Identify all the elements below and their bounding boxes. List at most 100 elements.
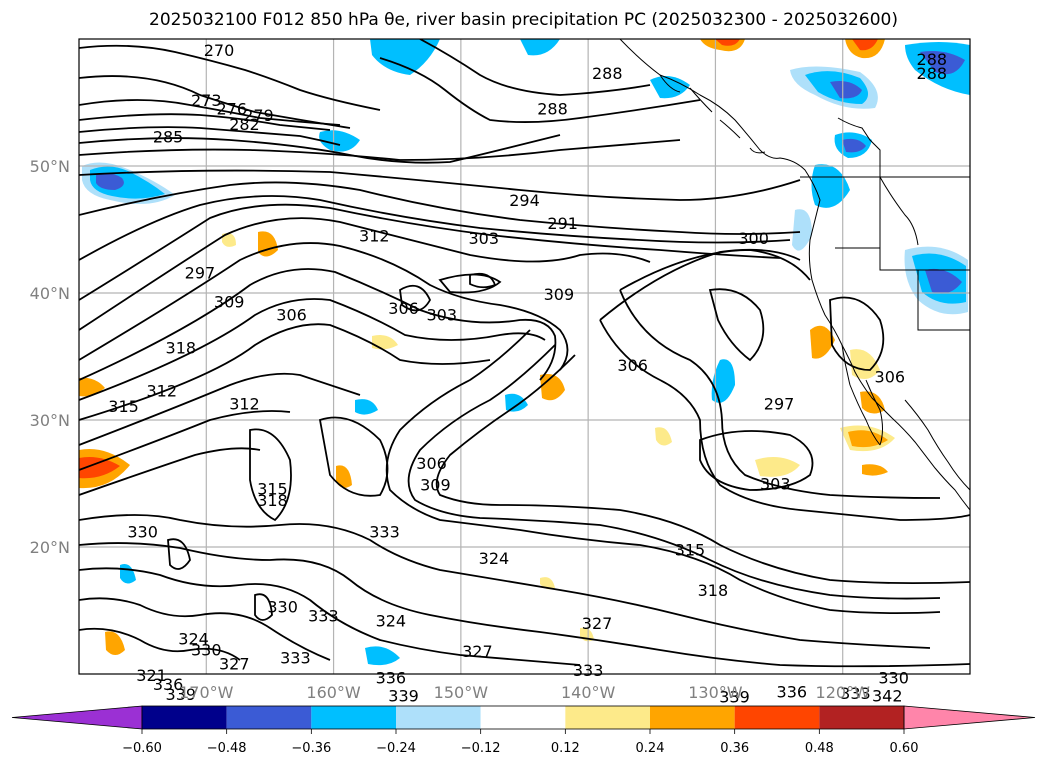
contour-label: 306	[416, 454, 447, 473]
latitude-labels: 50°N 40°N 30°N 20°N	[30, 157, 70, 557]
contour-line	[167, 538, 191, 570]
colorbar-tick-label: −0.12	[461, 741, 501, 756]
contour-line	[79, 44, 381, 111]
contour-label: 336	[777, 683, 808, 702]
longitude-labels: 170°W 160°W 150°W 140°W 130°W 120°W	[179, 683, 870, 702]
shade-cyan-mid-3	[355, 399, 378, 415]
contour-label: 270	[204, 41, 235, 60]
contour-label: 312	[146, 382, 177, 401]
shade-blue-ne	[920, 51, 965, 75]
theta-e-contours	[79, 39, 970, 668]
shade-orange-260-236	[258, 231, 278, 257]
map-title: 2025032100 F012 850 hPa θe, river basin …	[149, 10, 898, 30]
lon-label: 130°W	[688, 683, 743, 702]
contour-label: 309	[420, 476, 451, 495]
contour-label: 342	[872, 686, 903, 705]
contour-label: 318	[698, 581, 729, 600]
colorbar	[11, 705, 1036, 730]
colorbar-segment	[142, 706, 227, 729]
shade-blue-dark-west-50n	[96, 173, 124, 190]
colorbar-extend-min	[11, 705, 143, 730]
contour-label: 330	[191, 641, 222, 660]
colorbar-segment	[650, 706, 735, 729]
contour-label: 330	[127, 523, 158, 542]
shade-orange-bottom-l	[105, 631, 125, 655]
shade-blue-wa	[842, 138, 866, 153]
contour-label: 306	[875, 368, 906, 387]
contour-line	[79, 298, 546, 401]
shade-orange-336	[336, 465, 352, 488]
contour-label: 324	[479, 549, 510, 568]
shade-orange-mid	[540, 374, 565, 401]
colorbar-segment	[396, 706, 481, 729]
shade-yellow-220	[222, 233, 236, 247]
contour-label: 279	[243, 106, 274, 125]
contour-line	[435, 354, 970, 585]
mexico-coast	[904, 399, 970, 491]
lat-label: 30°N	[30, 411, 70, 430]
contour-label: 339	[719, 688, 750, 707]
canada-coast	[659, 74, 766, 154]
contour-line	[385, 329, 941, 615]
contour-line	[79, 597, 331, 661]
lat-label: 40°N	[30, 284, 70, 303]
contour-label: 303	[426, 305, 457, 324]
contour-labels: 2702732762792822852882882882882912942972…	[108, 41, 947, 706]
baja-peninsula	[841, 344, 883, 446]
contour-line	[79, 242, 569, 371]
contour-label: 327	[582, 614, 613, 633]
contour-label: 273	[191, 91, 222, 110]
contour-line	[708, 288, 765, 362]
contour-line	[699, 430, 814, 491]
contour-label: 306	[388, 299, 419, 318]
shade-red-alaska	[715, 39, 740, 46]
contour-label: 300	[738, 229, 769, 248]
contour-line	[438, 273, 502, 294]
colorbar-segment	[819, 706, 904, 729]
colorbar-segment	[226, 706, 312, 729]
contour-label: 327	[462, 642, 493, 661]
contour-label: 288	[592, 64, 623, 83]
contour-label: 333	[280, 648, 311, 667]
contour-label: 321	[136, 666, 167, 685]
contour-label: 309	[544, 285, 575, 304]
contour-line	[79, 203, 781, 301]
contour-label: 318	[166, 338, 197, 357]
colorbar-tick-label: −0.36	[291, 741, 331, 756]
contour-line	[79, 372, 361, 446]
shade-yellow-303	[755, 456, 800, 477]
colorbar-tick-label: −0.60	[122, 741, 162, 756]
colorbar-tick-label: 0.12	[551, 741, 580, 756]
contour-label: 324	[178, 629, 209, 648]
lon-label: 160°W	[306, 683, 361, 702]
lon-label: 170°W	[179, 683, 234, 702]
shade-yellow-mid	[655, 427, 672, 446]
shade-cyan-mid-1	[711, 359, 735, 403]
colorbar-tick-label: −0.24	[376, 741, 416, 756]
colorbar-outline	[141, 705, 905, 730]
contour-line	[79, 169, 801, 201]
contour-label: 336	[153, 675, 184, 694]
shade-yellow-s	[540, 577, 555, 590]
colorbar-tick-label: 0.48	[805, 741, 834, 756]
contour-line	[79, 567, 581, 666]
colorbar-segment	[565, 706, 650, 729]
contour-label: 288	[917, 50, 948, 69]
contour-label: 315	[675, 540, 706, 559]
colorbar-extend-max	[903, 705, 1036, 730]
map-frame	[78, 38, 971, 675]
colorbar-tick-label: −0.48	[207, 741, 247, 756]
contour-label: 333	[573, 661, 604, 680]
shade-blue-bc	[830, 81, 862, 99]
contour-label: 294	[509, 191, 540, 210]
contour-line	[79, 113, 331, 131]
state-border-1	[879, 177, 970, 271]
contour-line	[79, 323, 491, 421]
contour-line	[399, 284, 432, 312]
contour-line	[79, 75, 351, 129]
colorbar-segment	[734, 706, 820, 729]
contour-label: 315	[108, 397, 139, 416]
contour-label: 324	[376, 611, 407, 630]
contour-line	[79, 99, 341, 126]
contour-line	[619, 249, 941, 499]
